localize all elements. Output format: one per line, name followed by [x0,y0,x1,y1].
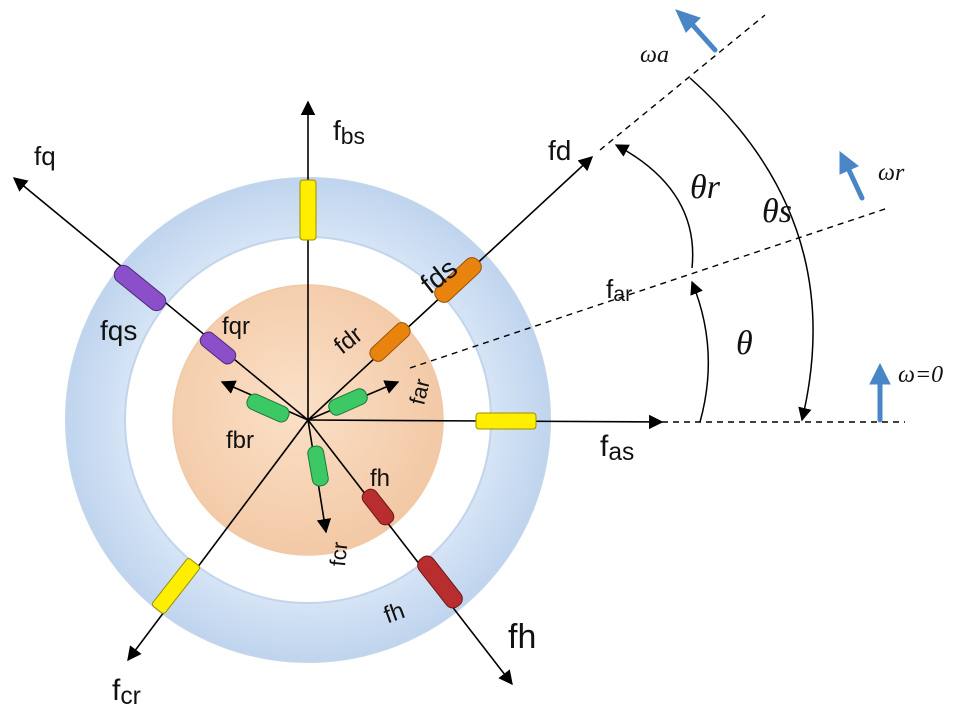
label-fqs: fqs [100,315,137,346]
winding-fcr [307,445,329,487]
dq-windings [113,257,482,609]
arc-theta [690,280,710,423]
winding-fqr [199,331,237,365]
axis-fcr [127,419,309,662]
angle-arcs [614,77,814,423]
label-theta-s: θs [762,193,792,230]
label-fbr: fbr [226,427,254,454]
winding-fh-stator [417,555,463,609]
axis-fh [307,419,513,686]
winding-fh-rotor [361,488,395,526]
winding-b-stator [299,179,317,241]
dashed-omega-r [409,207,889,369]
label-fbs: fbs [333,115,365,149]
label-fcr-inner: fcr [325,541,352,568]
winding-fbr [246,393,290,423]
arc-theta-s [689,77,814,422]
label-fd: fd [548,135,571,166]
stator-windings [151,179,537,614]
label-fq: fq [34,141,56,171]
arrow-omega-r [839,150,865,201]
arrow-omega-a [675,9,718,53]
label-fh-inner: fh [370,465,390,492]
winding-far [328,388,368,416]
winding-fdr [369,322,411,362]
label-fqr: fqr [222,313,250,340]
winding-c-stator [151,558,201,614]
label-far: far [606,274,632,306]
winding-fqs [113,264,167,312]
label-theta: θ [736,325,753,362]
dashed-omega-a [599,14,766,151]
rotation-arrows [675,9,891,423]
dashed-lines [409,14,905,423]
label-theta-r: θr [690,169,721,206]
label-far-inner: far [404,376,434,407]
label-fas: fas [600,430,634,466]
label-fh-outer: fh [508,618,536,656]
label-omega-zero: ω=0 [898,362,943,388]
label-fcr: fcr [112,674,141,710]
label-omega-a: ωa [640,42,669,68]
arrow-omega-zero [869,362,891,423]
label-omega-r: ωr [878,160,905,186]
arc-theta-r [614,144,694,269]
winding-fds [434,257,482,303]
winding-a-stator [475,412,537,430]
